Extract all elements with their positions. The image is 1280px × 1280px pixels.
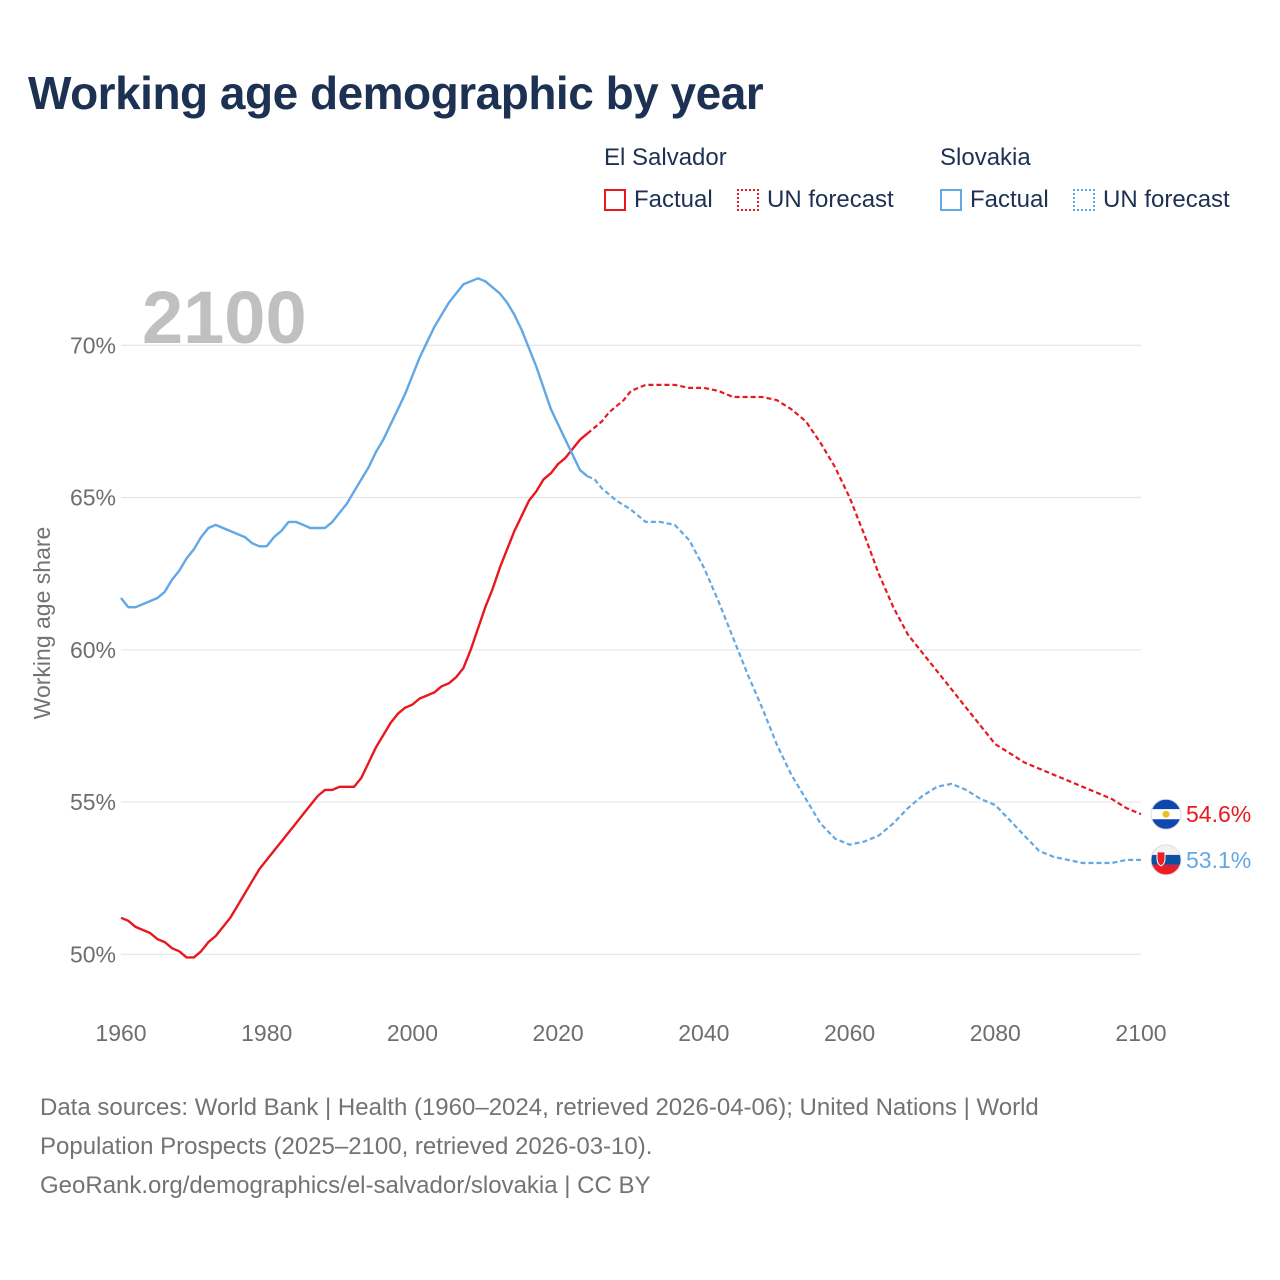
el-salvador-flag-icon: [1150, 798, 1182, 830]
gridlines: [121, 344, 1141, 955]
x-tick-label: 2020: [533, 1020, 584, 1046]
legend-solid-swatch: [604, 189, 626, 211]
y-tick-label: 55%: [70, 789, 116, 815]
y-tick-label: 60%: [70, 637, 116, 663]
x-tick-label: 2040: [678, 1020, 729, 1046]
footer-source-line-1: Data sources: World Bank | Health (1960–…: [40, 1094, 1039, 1121]
legend-dotted-swatch: [1073, 189, 1095, 211]
legend-factual-label: Factual: [970, 186, 1049, 213]
series-line-forecast: [586, 475, 1141, 865]
legend-factual-label: Factual: [634, 186, 713, 213]
series-end-label: 53.1%: [1186, 847, 1251, 873]
slovakia-flag-icon: [1150, 844, 1182, 876]
legend-factual-item[interactable]: Factual: [604, 186, 713, 214]
legend-forecast-label: UN forecast: [767, 186, 894, 213]
series: [120, 277, 1142, 959]
series-line-factual: [120, 432, 589, 959]
legend-factual-item[interactable]: Factual: [940, 186, 1049, 214]
x-tick-label: 2100: [1115, 1020, 1166, 1046]
footer: Data sources: World Bank | Health (1960–…: [40, 1088, 1220, 1205]
legend-solid-swatch: [940, 189, 962, 211]
y-tick-label: 65%: [70, 485, 116, 511]
series-line-forecast: [586, 383, 1142, 816]
legend-forecast-item[interactable]: UN forecast: [737, 186, 894, 214]
x-tick-label: 1960: [95, 1020, 146, 1046]
y-axis-label: Working age share: [29, 527, 55, 720]
series-line-factual: [120, 277, 589, 609]
footer-attribution: GeoRank.org/demographics/el-salvador/slo…: [40, 1172, 651, 1199]
y-tick-label: 70%: [70, 332, 116, 358]
legend-forecast-label: UN forecast: [1103, 186, 1230, 213]
legend-country-name: El Salvador: [604, 144, 727, 171]
legend-forecast-item[interactable]: UN forecast: [1073, 186, 1230, 214]
axes: 50% 55% 60% 65% 70% 1960 1980 2000 2020 2040 2060 2…: [70, 332, 1167, 1046]
x-tick-label: 2080: [970, 1020, 1021, 1046]
x-tick-label: 2060: [824, 1020, 875, 1046]
legend-dotted-swatch: [737, 189, 759, 211]
end-markers: 54.6% 53.1%: [1150, 798, 1251, 876]
footer-source-line-2: Population Prospects (2025–2100, retriev…: [40, 1133, 653, 1160]
chart-title: Working age demographic by year: [28, 67, 764, 119]
y-tick-label: 50%: [70, 941, 116, 967]
legend-country-name: Slovakia: [940, 144, 1031, 171]
x-tick-label: 2000: [387, 1020, 438, 1046]
year-watermark: 2100: [142, 276, 307, 359]
series-end-label: 54.6%: [1186, 801, 1251, 827]
x-tick-label: 1980: [241, 1020, 292, 1046]
